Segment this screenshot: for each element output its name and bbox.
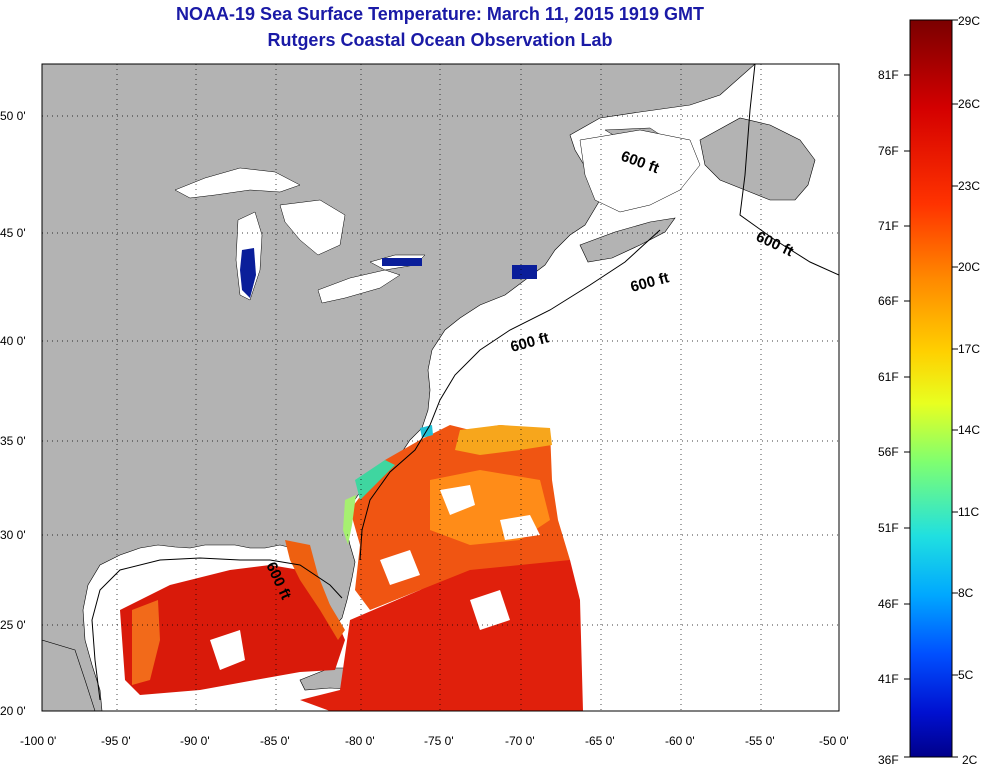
colorbar (909, 19, 953, 758)
colorbar-label-c: 5C (958, 668, 974, 682)
lon-label: -65 0' (585, 734, 615, 748)
isobath-600ft-atlantic (739, 64, 839, 276)
colorbar-label-c: 23C (958, 179, 980, 193)
lat-label: 50 0' (0, 109, 26, 123)
colorbar-label-c: 14C (958, 423, 980, 437)
colorbar-label-f: 46F (878, 597, 899, 611)
sst-coastal-front (355, 460, 395, 500)
lake-michigan-cold-sst (240, 248, 256, 298)
lat-label: 45 0' (0, 226, 26, 240)
colorbar-label-f: 41F (878, 672, 899, 686)
gulf-st-lawrence (579, 129, 701, 213)
colorbar-label-c: 11C (958, 505, 979, 519)
colorbar-label-c: 17C (958, 342, 980, 356)
lon-label: -70 0' (505, 734, 535, 748)
colorbar-label-f: 81F (878, 68, 899, 82)
cloud-gap (210, 485, 540, 670)
colorbar-label-f: 76F (878, 144, 899, 158)
colorbar-ticks (904, 19, 958, 758)
lon-label: -80 0' (345, 734, 375, 748)
colorbar-label-c: 20C (958, 260, 980, 274)
lake-huron (279, 199, 346, 256)
colorbar-label-f: 66F (878, 294, 899, 308)
lon-label: -85 0' (260, 734, 290, 748)
lon-label: -90 0' (180, 734, 210, 748)
sst-gulf-west (132, 600, 160, 685)
lon-label: -60 0' (665, 734, 695, 748)
map-subtitle: Rutgers Coastal Ocean Observation Lab (267, 30, 613, 50)
colorbar-label-f: 36F (878, 753, 899, 767)
lat-label: 20 0' (0, 704, 26, 718)
lat-label: 35 0' (0, 434, 26, 448)
lake-erie (317, 269, 401, 304)
lat-label: 30 0' (0, 528, 26, 542)
lon-label: -55 0' (745, 734, 775, 748)
colorbar-label-f: 71F (878, 219, 899, 233)
colorbar-label-c: 8C (958, 586, 974, 600)
map-title: NOAA-19 Sea Surface Temperature: March 1… (176, 4, 704, 24)
colorbar-label-c: 2C (962, 753, 978, 767)
isobath-600ft-gulf (91, 557, 343, 701)
lat-label: 25 0' (0, 618, 26, 632)
lake-superior (174, 167, 301, 199)
colorbar-label-f: 61F (878, 370, 899, 384)
lon-label: -50 0' (819, 734, 849, 748)
land-nova-scotia (579, 217, 676, 263)
colorbar-label-f: 56F (878, 445, 899, 459)
land-newfoundland (699, 117, 816, 201)
lon-label: -95 0' (101, 734, 131, 748)
map-frame (41, 63, 840, 712)
land-yucatan (42, 639, 96, 711)
colorbar-label-c: 26C (958, 97, 980, 111)
sst-gulf-of-mexico (120, 565, 345, 695)
lake-cold-sst (382, 258, 422, 266)
lake-champlain-cold-sst (512, 265, 537, 279)
sst-ga-shelf (343, 495, 356, 545)
lat-label: 40 0' (0, 334, 26, 348)
colorbar-label-f: 51F (878, 521, 899, 535)
colorbar-label-c: 29C (958, 14, 980, 28)
lon-label: -100 0' (20, 734, 56, 748)
sst-caribbean (300, 560, 583, 711)
sst-atlantic-north-edge (455, 425, 552, 455)
isobath-600ft-shelf (359, 229, 661, 561)
lon-label: -75 0' (424, 734, 454, 748)
